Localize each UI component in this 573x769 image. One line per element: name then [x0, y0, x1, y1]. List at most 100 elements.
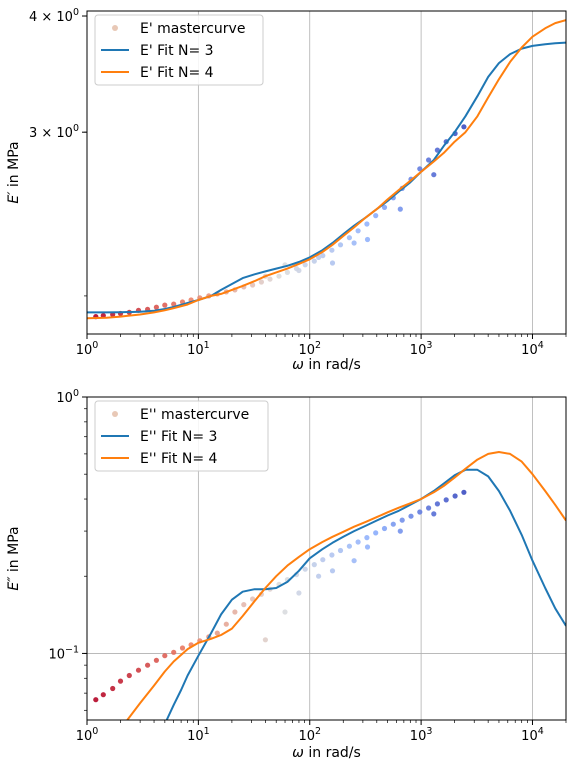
legend-label: E' Fit N= 4: [140, 65, 214, 81]
mastercurve-point: [214, 630, 220, 636]
mastercurve-point: [311, 562, 317, 568]
mastercurve-point: [267, 276, 273, 282]
mastercurve-point: [126, 672, 132, 679]
mastercurve-point: [351, 240, 357, 246]
mastercurve-point: [302, 262, 308, 268]
mastercurve-point: [417, 509, 423, 515]
mastercurve-point: [296, 267, 302, 274]
mastercurve-point: [282, 609, 288, 615]
mastercurve-point: [364, 535, 370, 541]
legend-label: E'' Fit N= 3: [140, 429, 217, 445]
mastercurve-point: [355, 539, 361, 545]
legend-marker: [112, 411, 118, 417]
plot-area: [93, 451, 566, 720]
mastercurve-point: [431, 172, 437, 178]
x-tick-label: 102: [298, 726, 321, 744]
mastercurve-point: [311, 258, 317, 264]
mastercurve-point: [417, 166, 423, 172]
y-tick-label: 3 × 100: [29, 123, 79, 141]
mastercurve-point: [162, 302, 168, 308]
axes-frame: [86, 10, 567, 335]
fit-n4-line: [87, 19, 566, 320]
storage-modulus-plot: 100 101 102 103 104 3 × 100 4 × 100 ω in rad/s E…: [6, 7, 567, 373]
mastercurve-point: [364, 544, 371, 550]
mastercurve-point: [320, 557, 326, 563]
mastercurve-point: [381, 525, 388, 532]
loss-modulus-plot: 100 101 102 103 104 10−1 100 ω in rad/s E″ in MP…: [6, 388, 567, 761]
mastercurve-point: [276, 273, 282, 279]
mastercurve-point: [171, 649, 177, 655]
x-tick-label: 102: [298, 340, 321, 358]
mastercurve-point: [316, 254, 322, 260]
mastercurve-point: [337, 242, 344, 248]
x-axis-label: ω in rad/s: [292, 357, 361, 373]
x-tick-label: 101: [187, 726, 210, 744]
mastercurve-point: [329, 247, 335, 253]
mastercurve-point: [426, 505, 432, 511]
legend: E'' mastercurve E'' Fit N= 3 E'' Fit N= 4: [94, 400, 269, 472]
mastercurve-point: [302, 566, 308, 572]
x-tick-label: 103: [410, 726, 433, 744]
mastercurve-point: [258, 279, 264, 285]
mastercurve-point: [329, 568, 336, 574]
legend-marker: [112, 25, 118, 31]
mastercurve-point: [296, 590, 302, 596]
mastercurve-point: [110, 685, 116, 692]
mastercurve-point: [346, 235, 352, 241]
plot-area: [87, 19, 566, 320]
fit-n4-line: [126, 451, 566, 720]
mastercurve-point: [145, 662, 151, 668]
mastercurve-point: [408, 513, 414, 519]
mastercurve-point: [329, 260, 336, 266]
mastercurve-point: [241, 602, 247, 608]
mastercurve-point: [373, 213, 379, 219]
mastercurve-point: [397, 528, 403, 534]
x-tick-label: 101: [187, 340, 210, 358]
x-tick-label: 104: [521, 340, 544, 358]
x-tick-label: 100: [76, 726, 99, 744]
y-axis-label: E″ in MPa: [6, 526, 22, 590]
legend: E' mastercurve E' Fit N= 3 E' Fit N= 4: [94, 14, 264, 86]
mastercurve-point: [443, 497, 449, 503]
mastercurve-point: [232, 609, 238, 615]
mastercurve-point: [431, 511, 437, 517]
mastercurve-point: [355, 228, 361, 234]
mastercurve-point: [381, 204, 388, 210]
y-tick-label: 10−1: [48, 644, 79, 662]
mastercurve-point: [250, 596, 256, 602]
mastercurve-point: [320, 253, 326, 259]
mastercurve-point: [262, 637, 268, 643]
mastercurve-point: [399, 517, 405, 523]
mastercurve-point: [461, 489, 467, 495]
mastercurve-point: [351, 558, 357, 564]
mastercurve-point: [426, 157, 432, 163]
mastercurve-point: [346, 543, 352, 549]
mastercurve-point: [153, 304, 159, 310]
legend-label: E' mastercurve: [140, 21, 245, 37]
mastercurve-point: [93, 697, 99, 703]
y-axis-label: E′ in MPa: [6, 141, 22, 203]
mastercurve-point: [117, 678, 124, 684]
x-tick-label: 104: [521, 726, 544, 744]
y-tick-label: 4 × 100: [29, 7, 79, 25]
legend-label: E'' mastercurve: [140, 407, 249, 423]
mastercurve-point: [397, 206, 403, 212]
mastercurve-point: [364, 221, 370, 227]
mastercurve-point: [461, 124, 467, 130]
fit-n3-line: [87, 41, 566, 314]
x-tick-label: 103: [410, 340, 433, 358]
legend-label: E'' Fit N= 4: [140, 451, 218, 467]
mastercurve-point: [390, 521, 396, 527]
mastercurve-point: [100, 692, 106, 698]
mastercurve-point: [223, 621, 229, 627]
x-tick-label: 100: [76, 340, 99, 358]
mastercurve-point: [373, 530, 379, 536]
axes-frame: [86, 396, 567, 721]
mastercurve-point: [153, 657, 159, 663]
mastercurve-point: [316, 573, 322, 579]
mastercurve-point: [364, 236, 371, 243]
mastercurve-point: [171, 301, 177, 307]
mastercurve-point: [284, 269, 290, 275]
mastercurve-point: [135, 667, 142, 673]
mastercurve-point: [250, 282, 256, 288]
